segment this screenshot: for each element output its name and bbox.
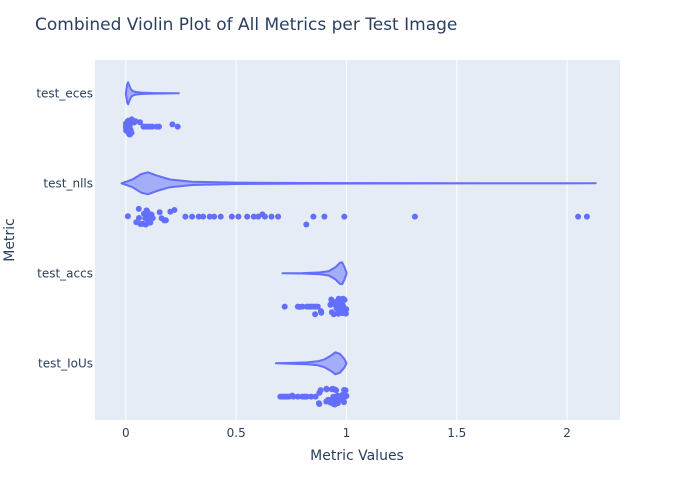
outlier-point <box>235 213 242 220</box>
data-point <box>312 311 319 318</box>
outlier-point <box>411 213 418 220</box>
data-points <box>122 116 590 408</box>
outlier-point <box>200 213 207 220</box>
grid-lines <box>125 60 568 420</box>
data-point <box>123 127 130 134</box>
outlier-point <box>299 303 306 310</box>
x-tick-label: 0 <box>122 426 130 440</box>
data-point <box>341 387 348 393</box>
outlier-point <box>182 213 189 220</box>
data-point <box>328 296 335 303</box>
outlier-point <box>583 213 590 220</box>
outlier-point <box>310 213 317 220</box>
x-tick-label: 1.5 <box>447 426 466 440</box>
data-point <box>340 303 347 310</box>
y-tick-label: test_accs <box>37 266 93 280</box>
data-point <box>162 217 169 224</box>
data-point <box>329 385 336 392</box>
data-point <box>317 387 324 394</box>
violin-test_eces <box>124 81 180 106</box>
data-point <box>145 214 152 221</box>
data-point <box>169 121 176 128</box>
data-point <box>318 308 324 315</box>
x-tick-label: 0.5 <box>227 426 246 440</box>
data-point <box>323 385 330 392</box>
data-point <box>329 395 336 402</box>
outlier-point <box>275 213 282 220</box>
data-point <box>135 205 142 212</box>
outlier-point <box>341 213 348 220</box>
outlier-point <box>189 213 196 220</box>
outlier-point <box>281 303 288 310</box>
violin-test_IoUs <box>274 351 348 376</box>
violin-test_accs <box>281 261 348 286</box>
data-point <box>335 308 342 315</box>
data-point <box>325 396 332 403</box>
outlier-point <box>244 213 251 220</box>
x-tick-label: 2 <box>563 426 571 440</box>
y-axis-title: Metric <box>2 218 18 262</box>
outlier-point <box>228 213 235 220</box>
outlier-point <box>314 303 321 310</box>
outlier-point <box>268 213 275 220</box>
outlier-point <box>290 393 297 400</box>
data-point <box>137 119 143 126</box>
outlier-point <box>286 393 293 400</box>
outlier-point <box>174 123 181 130</box>
data-point <box>316 401 323 407</box>
outlier-point <box>294 303 301 310</box>
data-point <box>143 207 150 214</box>
outlier-point <box>217 213 224 220</box>
data-point <box>328 309 335 316</box>
data-point <box>167 208 174 215</box>
data-point <box>341 296 348 303</box>
x-tick-label: 1 <box>343 426 351 440</box>
outlier-point <box>308 393 315 400</box>
data-point <box>330 401 337 407</box>
outlier-point <box>156 123 162 130</box>
y-tick-label: test_nlls <box>43 176 93 190</box>
violins <box>120 81 597 376</box>
data-point <box>156 209 163 216</box>
outlier-point <box>149 123 156 130</box>
outlier-point <box>195 213 202 220</box>
data-point <box>137 221 144 227</box>
chart-title: Combined Violin Plot of All Metrics per … <box>35 15 457 35</box>
plot-area <box>95 60 620 420</box>
y-axis-ticks: test_eces test_nlls test_accs test_IoUs <box>36 86 93 370</box>
data-point <box>303 221 310 228</box>
outlier-point <box>575 213 582 220</box>
data-point <box>132 118 139 125</box>
outlier-point <box>294 393 301 400</box>
data-point <box>142 221 149 228</box>
y-tick-label: test_IoUs <box>38 356 93 370</box>
outlier-point <box>312 393 319 400</box>
outlier-point <box>211 213 218 220</box>
data-point <box>136 215 142 221</box>
data-point <box>333 298 340 305</box>
outlier-point <box>261 213 268 220</box>
outlier-point <box>206 213 213 220</box>
data-point <box>147 219 154 226</box>
data-point <box>126 121 133 128</box>
y-tick-label: test_eces <box>36 86 93 100</box>
x-axis-title: Metric Values <box>310 448 404 464</box>
data-point <box>124 213 131 220</box>
data-point <box>327 301 334 308</box>
x-axis-ticks: 0 0.5 1 1.5 2 <box>122 426 571 440</box>
outlier-point <box>250 213 257 220</box>
outlier-point <box>321 213 328 220</box>
violin-test_nlls <box>120 171 597 196</box>
outlier-point <box>255 213 262 220</box>
outlier-point <box>303 393 310 400</box>
